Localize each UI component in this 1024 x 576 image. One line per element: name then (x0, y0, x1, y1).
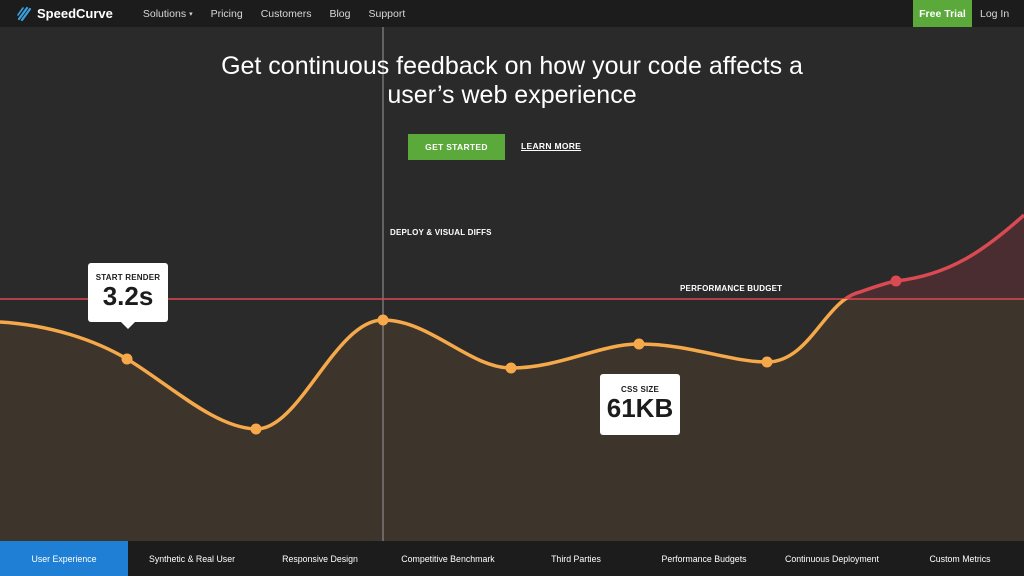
start-render-callout: START RENDER 3.2s (88, 263, 168, 329)
curve-point (505, 362, 517, 374)
css-size-label: CSS SIZE (620, 385, 660, 394)
nav-link-label: Solutions (142, 7, 187, 20)
nav-link-support[interactable]: Support (368, 7, 406, 20)
nav-links: Solutions ▾ Pricing Customers Blog Suppo… (143, 8, 423, 20)
performance-budget-annotation: PERFORMANCE BUDGET (680, 284, 783, 293)
free-trial-button[interactable]: Free Trial (913, 0, 972, 27)
tab-competitive-benchmark[interactable]: Competitive Benchmark (401, 553, 495, 564)
over-budget-area-fill (845, 215, 1024, 299)
speedcurve-logo-icon (17, 6, 32, 21)
top-navigation: SpeedCurve Solutions ▾ Pricing Customers… (0, 0, 1024, 27)
curve-point (377, 314, 389, 326)
curve-point (761, 356, 773, 368)
curve-point (121, 353, 133, 365)
brand-name: SpeedCurve (37, 6, 113, 21)
chevron-down-icon: ▾ (189, 10, 193, 18)
curve-point-over-budget (890, 275, 902, 287)
learn-more-link[interactable]: LEARN MORE (521, 141, 582, 151)
css-size-callout: CSS SIZE 61KB (600, 374, 680, 435)
start-render-value: 3.2s (102, 281, 154, 311)
tab-synthetic-real-user[interactable]: Synthetic & Real User (148, 553, 236, 564)
deploy-annotation: DEPLOY & VISUAL DIFFS (390, 228, 492, 237)
start-render-label: START RENDER (95, 273, 161, 282)
tab-third-parties[interactable]: Third Parties (551, 553, 601, 564)
hero-headline: Get continuous feedback on how your code… (112, 52, 912, 110)
get-started-button[interactable]: GET STARTED (408, 134, 505, 160)
feature-tabs: User Experience Synthetic & Real User Re… (0, 541, 1024, 576)
brand-logo[interactable]: SpeedCurve (16, 5, 113, 23)
curve-point (250, 423, 262, 435)
tab-user-experience[interactable]: User Experience (0, 541, 128, 576)
curve-point (633, 338, 645, 350)
tab-continuous-deployment[interactable]: Continuous Deployment (785, 553, 879, 564)
login-link[interactable]: Log In (980, 7, 1010, 20)
css-size-value: 61KB (606, 393, 674, 423)
nav-link-customers[interactable]: Customers (260, 7, 312, 20)
nav-link-pricing[interactable]: Pricing (210, 7, 243, 20)
hero-headline-line2: user’s web experience (387, 81, 637, 109)
performance-curve-over-budget (842, 213, 1024, 299)
tab-custom-metrics[interactable]: Custom Metrics (929, 553, 991, 564)
nav-link-solutions[interactable]: Solutions ▾ (143, 8, 193, 20)
tab-responsive-design[interactable]: Responsive Design (282, 553, 358, 564)
nav-link-blog[interactable]: Blog (329, 7, 351, 20)
performance-curve (0, 299, 849, 431)
curve-area-fill (0, 299, 1024, 541)
tab-performance-budgets[interactable]: Performance Budgets (661, 553, 747, 564)
hero-headline-line1: Get continuous feedback on how your code… (221, 52, 803, 80)
